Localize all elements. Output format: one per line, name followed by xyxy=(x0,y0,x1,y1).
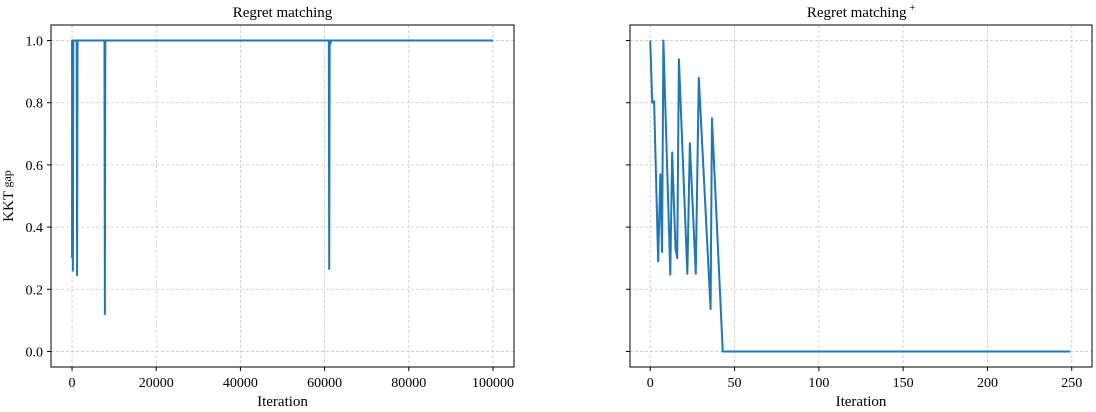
x-tick-label: 200 xyxy=(977,376,998,391)
x-tick-label: 100000 xyxy=(472,376,514,391)
x-tick-label: 250 xyxy=(1061,376,1082,391)
x-tick-label: 150 xyxy=(893,376,914,391)
x-tick-label: 20000 xyxy=(139,376,174,391)
x-tick-label: 50 xyxy=(728,376,742,391)
y-tick-label: 1.0 xyxy=(26,35,44,50)
left-plot: 0 20000 40000 60000 80000 100000 0.0 0.2 0.4 0.6 0… xyxy=(0,5,515,410)
x-tick-label: 60000 xyxy=(307,376,342,391)
x-tick-label: 80000 xyxy=(391,376,426,391)
y-axis-label: KKT gap xyxy=(0,170,17,222)
data-line xyxy=(649,39,1071,353)
x-axis-label: Iteration xyxy=(257,394,308,410)
y-tick-label: 0.4 xyxy=(26,221,44,236)
x-axis-label: Iteration xyxy=(836,394,887,410)
plot-title: Regret matching xyxy=(233,5,333,21)
y-tick-label: 0.0 xyxy=(26,345,44,360)
y-tick-label: 0.8 xyxy=(26,97,44,112)
y-tick-label: 0.6 xyxy=(26,159,44,174)
plot-title: Regret matching + xyxy=(807,3,916,21)
x-tick-label: 0 xyxy=(69,376,76,391)
title-superscript: + xyxy=(909,3,915,14)
y-tick-label: 0.2 xyxy=(26,283,44,298)
axes-frame xyxy=(629,24,1093,368)
right-plot: 0 50 100 150 200 250 Regret matching + Iteration xyxy=(626,3,1093,410)
x-tick-label: 0 xyxy=(647,376,654,391)
data-line xyxy=(71,39,493,316)
x-tick-label: 100 xyxy=(808,376,829,391)
y-axis-label-sub: gap xyxy=(0,170,14,187)
x-tick-label: 40000 xyxy=(223,376,258,391)
axes-frame xyxy=(50,24,515,368)
